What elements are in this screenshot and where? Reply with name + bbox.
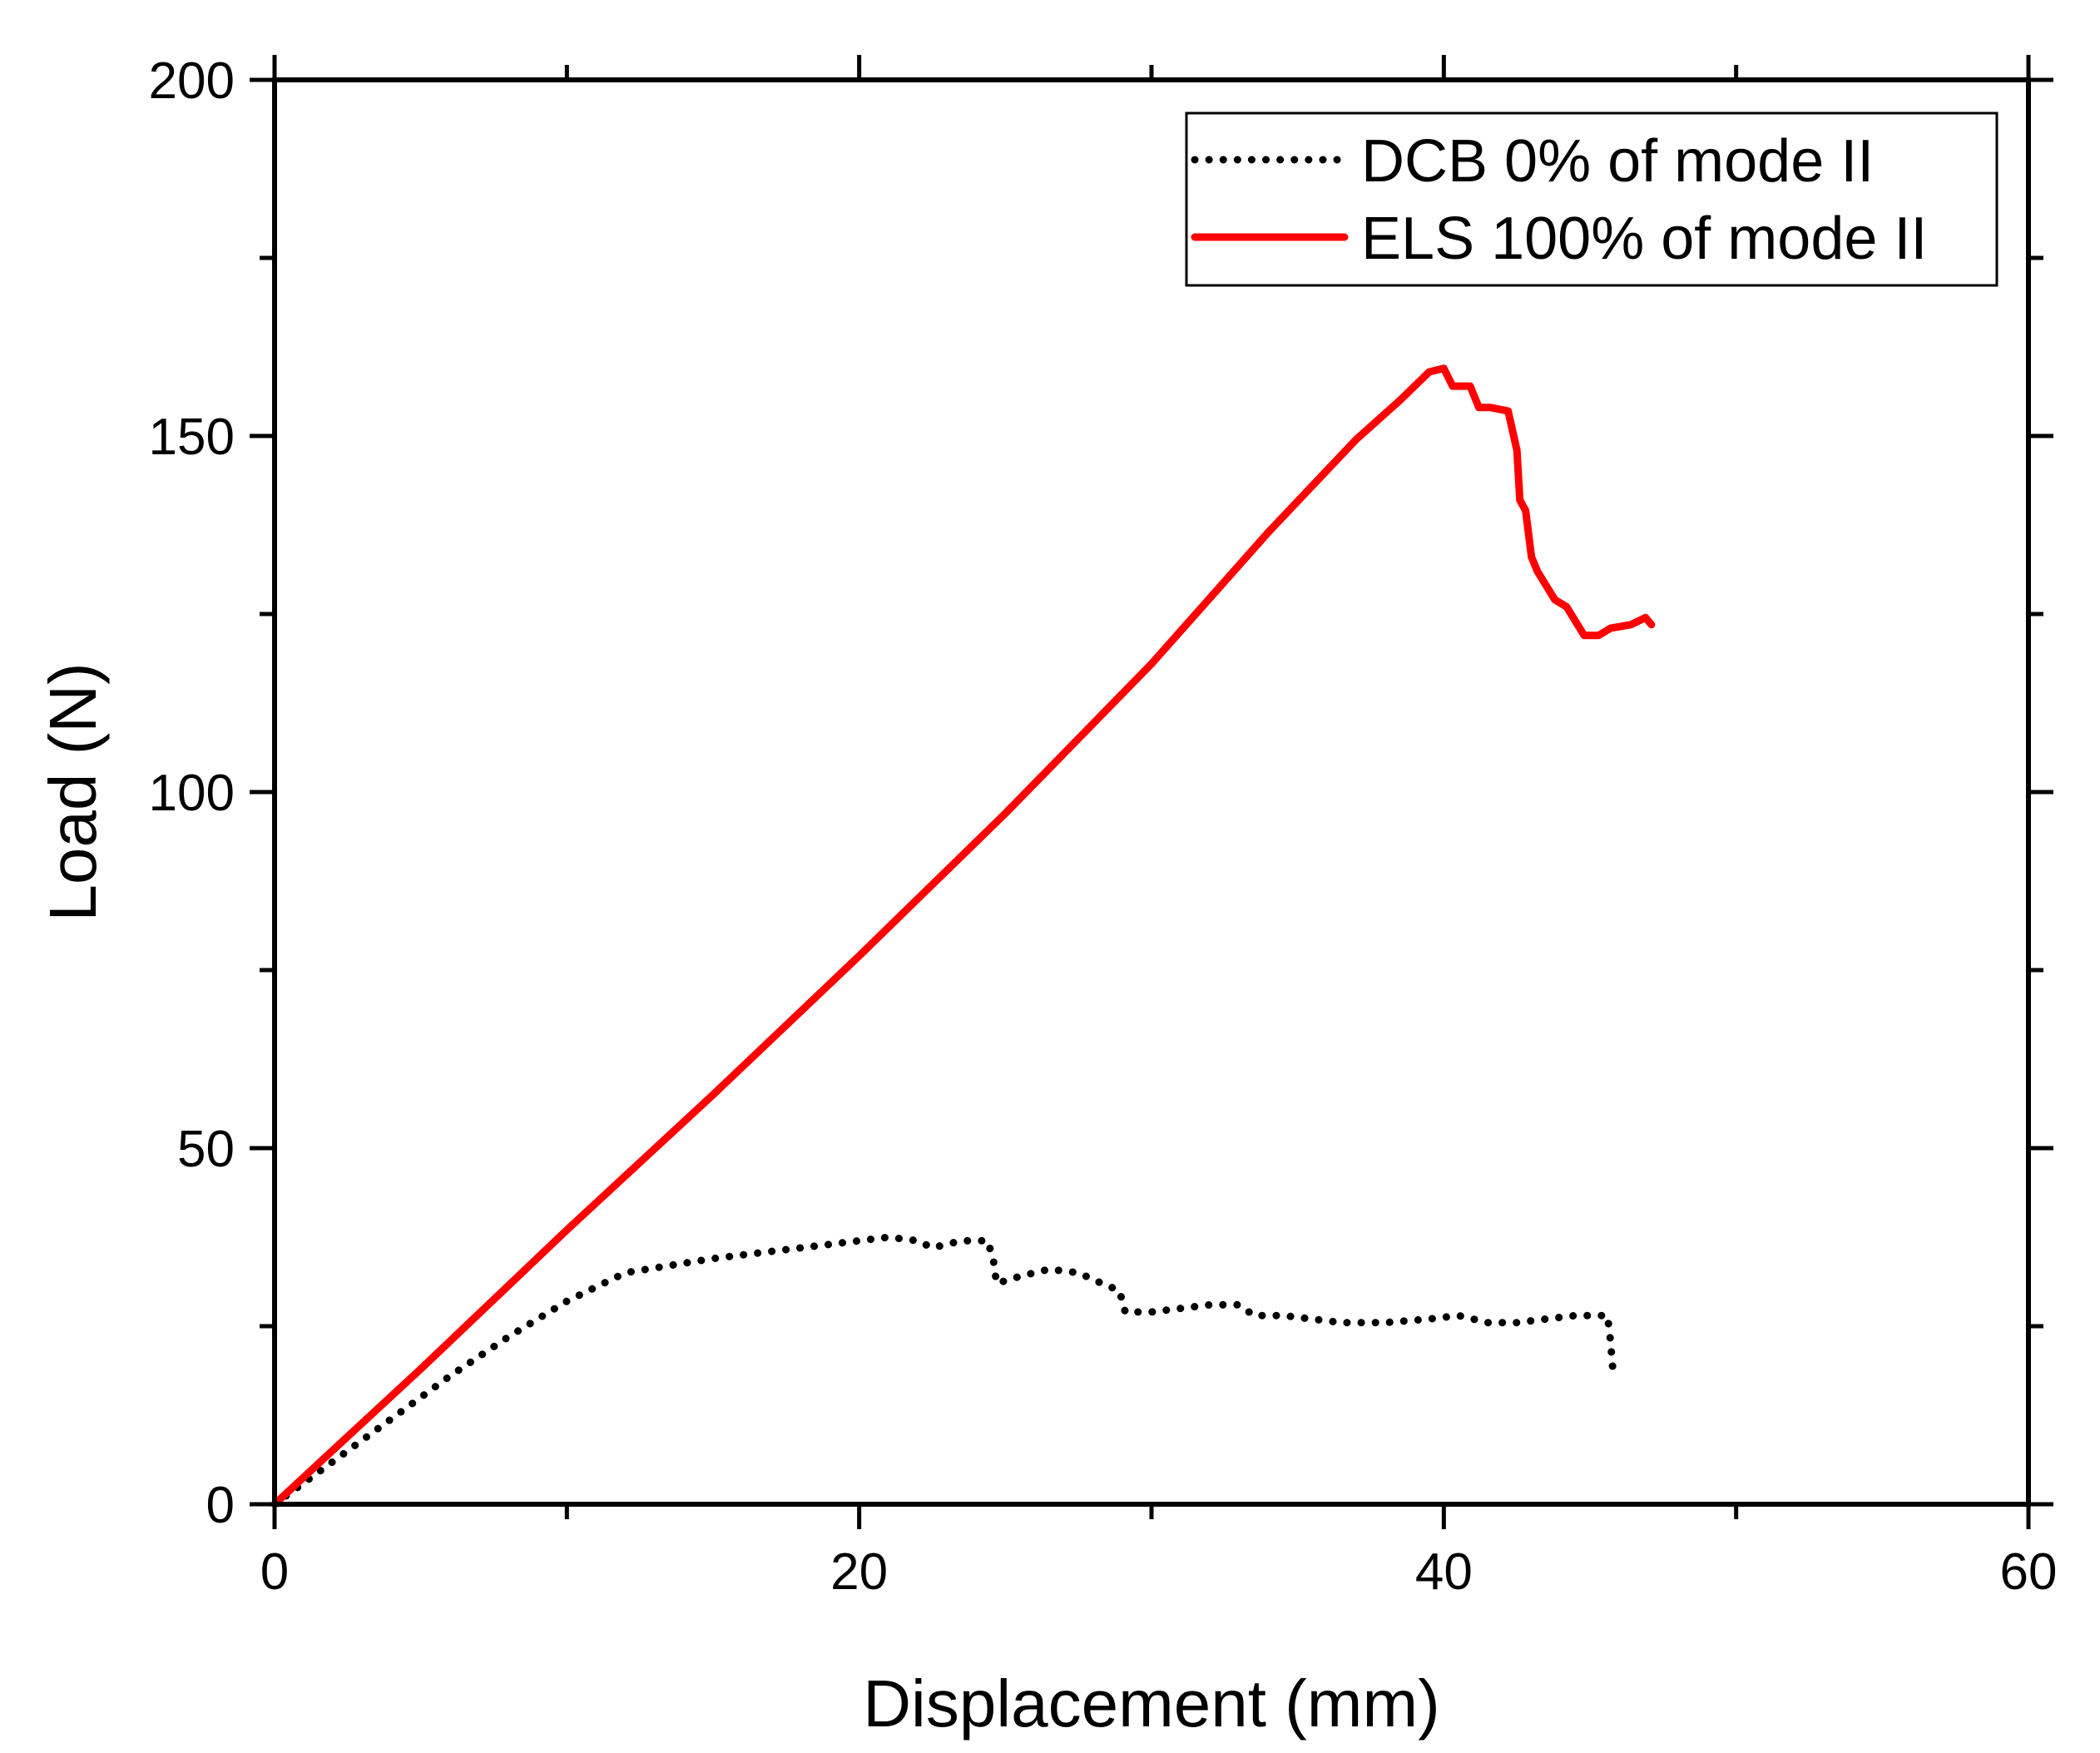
legend-label-dcb: DCB 0% of mode II <box>1361 128 1874 195</box>
series-line-dcb <box>270 1233 1617 1508</box>
legend-box <box>1185 111 1998 287</box>
y-axis-title: Load (N) <box>36 662 110 921</box>
series-line-els <box>270 364 1656 1508</box>
x-tick-label: 60 <box>2000 1543 2058 1601</box>
series-layer <box>270 364 1656 1508</box>
y-tick-label: 200 <box>149 52 235 110</box>
x-tick-label: 40 <box>1415 1543 1473 1601</box>
tick-layer <box>250 55 2053 1529</box>
y-tick-label: 0 <box>206 1477 235 1534</box>
legend: DCB 0% of mode II ELS 100% of mode II <box>1185 111 1998 287</box>
y-tick-label: 150 <box>149 409 235 466</box>
x-tick-label: 0 <box>260 1543 289 1601</box>
legend-label-els: ELS 100% of mode II <box>1361 206 1927 272</box>
y-tick-label: 100 <box>149 765 235 822</box>
y-tick-label: 50 <box>177 1121 235 1178</box>
plot-frame <box>272 77 2031 1507</box>
x-axis-title: Displacement (mm) <box>863 1666 1439 1741</box>
x-tick-label: 20 <box>830 1543 888 1601</box>
tick-label-layer: 0 20 40 60 0 50 100 150 200 <box>149 52 2058 1601</box>
